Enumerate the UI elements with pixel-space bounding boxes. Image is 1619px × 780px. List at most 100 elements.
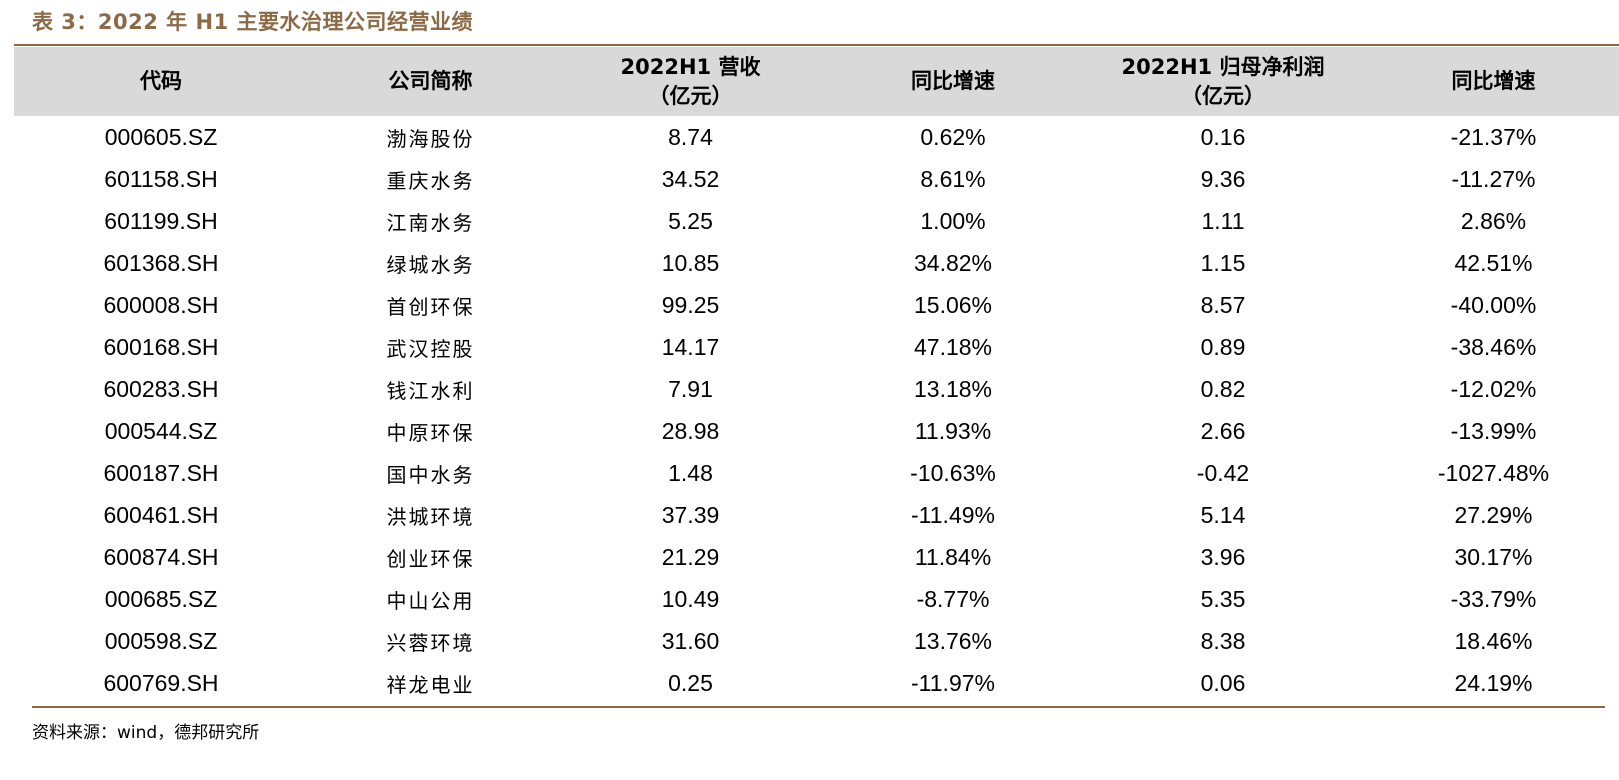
header-revenue-growth-label: 同比增速: [911, 69, 995, 93]
header-revenue: 2022H1 营收 （亿元）: [553, 47, 828, 116]
bottom-divider: [32, 706, 1605, 708]
cell-profit-growth: 2.86%: [1460, 207, 1527, 234]
cell-profit-growth: -21.37%: [1450, 123, 1537, 150]
cell-code: 601199.SH: [104, 207, 218, 234]
cell-net-profit: 1.15: [1200, 249, 1246, 276]
cell-revenue-growth: 8.61%: [920, 165, 986, 192]
cell-company-name: 洪城环境: [386, 504, 475, 529]
table-row: 601158.SH 重庆水务 34.52 8.61% 9.36 -11.27%: [14, 158, 1619, 200]
cell-revenue: 21.29: [661, 543, 720, 570]
table-row: 600168.SH 武汉控股 14.17 47.18% 0.89 -38.46%: [14, 326, 1619, 368]
table-header-row: 代码 公司简称 2022H1 营收 （亿元） 同比增速 2022H1 归母净利润…: [14, 47, 1619, 116]
cell-revenue-growth: 0.62%: [920, 123, 986, 150]
cell-company-name: 渤海股份: [386, 126, 475, 151]
cell-company-name: 国中水务: [386, 462, 475, 487]
cell-company-name: 重庆水务: [386, 168, 475, 193]
cell-company-name: 首创环保: [386, 294, 475, 319]
cell-profit-growth: 27.29%: [1454, 501, 1533, 528]
cell-profit-growth: -11.27%: [1451, 165, 1536, 192]
cell-revenue: 7.91: [668, 375, 713, 402]
header-band: [14, 47, 1619, 116]
cell-company-name: 祥龙电业: [386, 672, 475, 697]
cell-net-profit: 5.14: [1200, 501, 1246, 528]
header-profit-growth-label: 同比增速: [1451, 69, 1536, 93]
cell-net-profit: 0.06: [1200, 669, 1246, 696]
cell-net-profit: 5.35: [1200, 585, 1246, 612]
cell-profit-growth: 30.17%: [1454, 543, 1533, 570]
cell-revenue-growth: -11.49%: [911, 501, 995, 528]
cell-profit-growth: -40.00%: [1450, 291, 1537, 318]
header-profit-growth: 同比增速: [1368, 47, 1619, 116]
cell-code: 000685.SZ: [104, 585, 218, 612]
cell-revenue-growth: 11.84%: [914, 543, 992, 570]
cell-profit-growth: -13.99%: [1450, 417, 1537, 444]
cell-revenue-growth: 13.18%: [913, 375, 992, 402]
cell-revenue-growth: -8.77%: [916, 585, 990, 612]
header-revenue-unit: （亿元）: [648, 83, 733, 108]
performance-table: 代码 公司简称 2022H1 营收 （亿元） 同比增速 2022H1 归母净利润…: [14, 47, 1619, 704]
cell-code: 000544.SZ: [104, 417, 218, 444]
cell-code: 600461.SH: [103, 501, 219, 528]
cell-revenue: 99.25: [661, 291, 720, 318]
table-row: 600283.SH 钱江水利 7.91 13.18% 0.82 -12.02%: [14, 368, 1619, 410]
cell-company-name: 钱江水利: [386, 378, 475, 403]
cell-code: 600008.SH: [103, 291, 219, 318]
cell-revenue: 5.25: [668, 207, 713, 234]
header-company-name-label: 公司简称: [388, 69, 473, 93]
cell-net-profit: 0.89: [1200, 333, 1246, 360]
cell-company-name: 兴蓉环境: [386, 630, 475, 655]
table-row: 600008.SH 首创环保 99.25 15.06% 8.57 -40.00%: [14, 284, 1619, 326]
cell-code: 600187.SH: [103, 459, 219, 486]
cell-code: 600874.SH: [103, 543, 219, 570]
cell-revenue-growth: 47.18%: [913, 333, 992, 360]
header-code-label: 代码: [140, 69, 182, 93]
header-revenue-label: 2022H1 营收: [620, 54, 761, 79]
cell-profit-growth: -33.79%: [1450, 585, 1537, 612]
cell-revenue-growth: 34.82%: [913, 249, 992, 276]
header-revenue-growth: 同比增速: [828, 47, 1078, 116]
cell-code: 601158.SH: [104, 165, 218, 192]
table-row: 600461.SH 洪城环境 37.39 -11.49% 5.14 27.29%: [14, 494, 1619, 536]
cell-profit-growth: 18.46%: [1454, 627, 1533, 654]
cell-revenue: 34.52: [661, 165, 720, 192]
cell-net-profit: -0.42: [1196, 459, 1250, 486]
cell-company-name: 江南水务: [386, 210, 475, 235]
cell-profit-growth: -12.02%: [1450, 375, 1537, 402]
table-row: 601199.SH 江南水务 5.25 1.00% 1.11 2.86%: [14, 200, 1619, 242]
table-row: 000598.SZ 兴蓉环境 31.60 13.76% 8.38 18.46%: [14, 620, 1619, 662]
table-row: 600187.SH 国中水务 1.48 -10.63% -0.42 -1027.48%: [14, 452, 1619, 494]
table-row: 000544.SZ 中原环保 28.98 11.93% 2.66 -13.99%: [14, 410, 1619, 452]
cell-net-profit: 8.38: [1200, 627, 1246, 654]
source-note: 资料来源：wind，德邦研究所: [32, 723, 260, 743]
cell-net-profit: 0.82: [1200, 375, 1246, 402]
cell-net-profit: 3.96: [1200, 543, 1246, 570]
cell-code: 601368.SH: [103, 249, 219, 276]
header-net-profit: 2022H1 归母净利润 （亿元）: [1078, 47, 1368, 116]
cell-company-name: 创业环保: [386, 546, 475, 571]
cell-revenue-growth: -10.63%: [910, 459, 996, 486]
title-divider: [14, 44, 1619, 46]
cell-revenue: 37.39: [661, 501, 720, 528]
cell-revenue: 10.85: [661, 249, 720, 276]
cell-company-name: 中原环保: [386, 420, 475, 445]
cell-revenue-growth: 11.93%: [914, 417, 992, 444]
cell-profit-growth: 24.19%: [1454, 669, 1533, 696]
cell-code: 600168.SH: [103, 333, 219, 360]
table-row: 600769.SH 祥龙电业 0.25 -11.97% 0.06 24.19%: [14, 662, 1619, 704]
table-title: 表 3：2022 年 H1 主要水治理公司经营业绩: [32, 10, 473, 34]
cell-company-name: 绿城水务: [386, 252, 475, 277]
header-company-name: 公司简称: [308, 47, 553, 116]
cell-code: 000598.SZ: [104, 627, 218, 654]
cell-revenue: 1.48: [668, 459, 713, 486]
cell-revenue: 10.49: [661, 585, 720, 612]
header-net-profit-label: 2022H1 归母净利润: [1121, 54, 1325, 79]
cell-code: 600283.SH: [103, 375, 219, 402]
cell-revenue: 8.74: [668, 123, 713, 150]
table-body: 000605.SZ 渤海股份 8.74 0.62% 0.16 -21.37% 601158.…: [14, 116, 1619, 704]
cell-profit-growth: -1027.48%: [1437, 459, 1550, 486]
cell-net-profit: 8.57: [1200, 291, 1246, 318]
table-row: 600874.SH 创业环保 21.29 11.84% 3.96 30.17%: [14, 536, 1619, 578]
header-net-profit-unit: （亿元）: [1181, 83, 1265, 108]
cell-revenue-growth: 15.06%: [913, 291, 992, 318]
cell-revenue: 28.98: [661, 417, 720, 444]
